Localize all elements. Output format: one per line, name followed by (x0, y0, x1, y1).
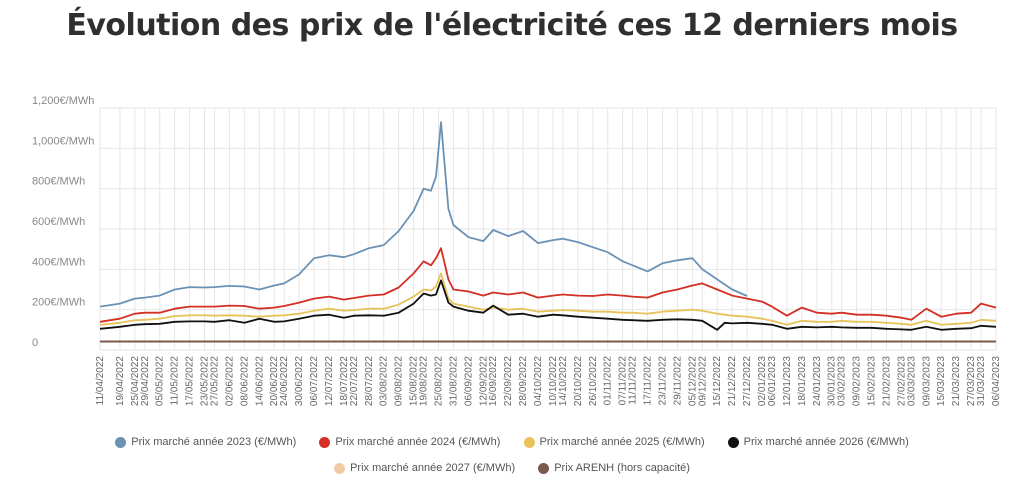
x-tick-label: 30/06/2022 (294, 356, 305, 406)
x-tick-label: 09/08/2022 (394, 356, 405, 406)
x-tick-label: 27/05/2022 (209, 356, 220, 406)
x-tick-label: 22/07/2022 (349, 356, 360, 406)
x-tick-label: 02/01/2023 (757, 356, 768, 406)
x-tick-label: 19/08/2022 (419, 356, 430, 406)
x-tick-label: 16/09/2022 (488, 356, 499, 406)
x-tick-label: 14/10/2022 (558, 356, 569, 406)
x-tick-label: 18/01/2023 (797, 356, 808, 406)
x-tick-label: 06/04/2023 (991, 356, 1002, 406)
x-tick-label: 30/01/2023 (827, 356, 838, 406)
x-tick-label: 11/04/2022 (95, 356, 106, 406)
y-tick-label: 0 (32, 337, 38, 349)
y-tick-label: 200€/MWh (32, 297, 85, 309)
x-tick-label: 23/11/2022 (657, 356, 668, 406)
x-tick-label: 07/11/2022 (618, 356, 629, 406)
x-tick-label: 27/12/2022 (742, 356, 753, 406)
x-tick-label: 02/06/2022 (224, 356, 235, 406)
x-tick-label: 26/10/2022 (588, 356, 599, 406)
x-tick-label: 06/01/2023 (767, 356, 778, 406)
x-tick-label: 11/05/2022 (170, 356, 181, 406)
x-tick-label: 31/08/2022 (448, 356, 459, 406)
x-tick-label: 12/09/2022 (478, 356, 489, 406)
x-tick-label: 03/08/2022 (379, 356, 390, 406)
y-tick-label: 1,200€/MWh (32, 95, 94, 107)
x-tick-label: 15/03/2023 (936, 356, 947, 406)
x-tick-label: 01/11/2022 (603, 356, 614, 406)
x-tick-label: 28/07/2022 (364, 356, 375, 406)
series-line-1 (99, 247, 997, 323)
legend-item-2026[interactable]: Prix marché année 2026 (€/MWh) (727, 436, 909, 448)
x-tick-label: 28/09/2022 (518, 356, 529, 406)
legend-item-2023[interactable]: Prix marché année 2023 (€/MWh) (115, 436, 296, 448)
x-tick-label: 04/10/2022 (533, 356, 544, 406)
x-tick-label: 19/04/2022 (115, 356, 126, 406)
x-tick-label: 31/03/2023 (976, 356, 987, 406)
legend-label-2025: Prix marché année 2025 (€/MWh) (539, 436, 705, 448)
x-tick-label: 09/02/2023 (852, 356, 863, 406)
x-tick-label: 08/06/2022 (239, 356, 250, 406)
x-tick-label: 24/01/2023 (812, 356, 823, 406)
legend-item-arenh[interactable]: Prix ARENH (hors capacité) (538, 462, 690, 474)
legend-item-2027[interactable]: Prix marché année 2027 (€/MWh) (334, 462, 515, 474)
legend-label-2023: Prix marché année 2023 (€/MWh) (131, 436, 297, 448)
legend-row-2: Prix marché année 2027 (€/MWh) Prix AREN… (0, 462, 1024, 477)
x-tick-label: 21/02/2023 (881, 356, 892, 406)
x-tick-label: 27/03/2023 (966, 356, 977, 406)
x-tick-label: 20/06/2022 (269, 356, 280, 406)
x-tick-label: 29/04/2022 (140, 356, 151, 406)
x-tick-label: 06/07/2022 (309, 356, 320, 406)
x-tick-label: 17/11/2022 (643, 356, 654, 406)
y-tick-label: 600€/MWh (32, 216, 85, 228)
x-tick-label: 23/05/2022 (200, 356, 211, 406)
y-tick-label: 800€/MWh (32, 176, 85, 188)
x-tick-label: 15/02/2023 (867, 356, 878, 406)
x-tick-label: 09/03/2023 (921, 356, 932, 406)
x-tick-label: 03/02/2023 (837, 356, 848, 406)
legend-dot-arenh (538, 462, 550, 474)
x-tick-label: 05/12/2022 (687, 356, 698, 406)
legend-item-2024[interactable]: Prix marché année 2024 (€/MWh) (319, 436, 500, 448)
x-tick-label: 18/07/2022 (339, 356, 350, 406)
x-tick-label: 05/05/2022 (155, 356, 166, 406)
legend-dot-2023 (115, 436, 127, 448)
x-tick-label: 22/09/2022 (503, 356, 514, 406)
x-tick-label: 15/08/2022 (409, 356, 420, 406)
series-line-2 (99, 272, 997, 326)
x-tick-label: 06/09/2022 (463, 356, 474, 406)
legend-dot-2024 (319, 436, 331, 448)
legend-dot-2025 (523, 436, 535, 448)
x-tick-label: 21/12/2022 (727, 356, 738, 406)
x-tick-label: 12/07/2022 (324, 356, 335, 406)
x-tick-label: 17/05/2022 (185, 356, 196, 406)
legend-dot-2027 (334, 462, 346, 474)
x-tick-label: 21/03/2023 (951, 356, 962, 406)
x-tick-label: 24/06/2022 (279, 356, 290, 406)
series-line-0 (99, 121, 748, 308)
y-tick-label: 400€/MWh (32, 256, 85, 268)
x-tick-label: 15/12/2022 (712, 356, 723, 406)
legend-label-arenh: Prix ARENH (hors capacité) (554, 462, 690, 474)
x-tick-label: 27/02/2023 (896, 356, 907, 406)
series-line-3 (99, 279, 997, 331)
legend-label-2024: Prix marché année 2024 (€/MWh) (335, 436, 501, 448)
x-tick-label: 14/06/2022 (254, 356, 265, 406)
legend-dot-2026 (727, 436, 739, 448)
x-tick-label: 11/11/2022 (628, 356, 639, 405)
legend-row-1: Prix marché année 2023 (€/MWh) Prix marc… (0, 436, 1024, 451)
x-tick-label: 09/12/2022 (697, 356, 708, 406)
chart-title: Évolution des prix de l'électricité ces … (66, 8, 958, 43)
y-tick-label: 1,000€/MWh (32, 135, 94, 147)
x-tick-label: 25/04/2022 (130, 356, 141, 406)
x-tick-label: 29/11/2022 (672, 356, 683, 406)
x-tick-label: 25/08/2022 (433, 356, 444, 406)
legend-label-2026: Prix marché année 2026 (€/MWh) (743, 436, 909, 448)
x-tick-label: 12/01/2023 (782, 356, 793, 406)
x-tick-label: 20/10/2022 (573, 356, 584, 406)
legend-item-2025[interactable]: Prix marché année 2025 (€/MWh) (523, 436, 705, 448)
x-tick-label: 10/10/2022 (548, 356, 559, 406)
x-tick-label: 03/03/2023 (906, 356, 917, 406)
legend-label-2027: Prix marché année 2027 (€/MWh) (350, 462, 516, 474)
